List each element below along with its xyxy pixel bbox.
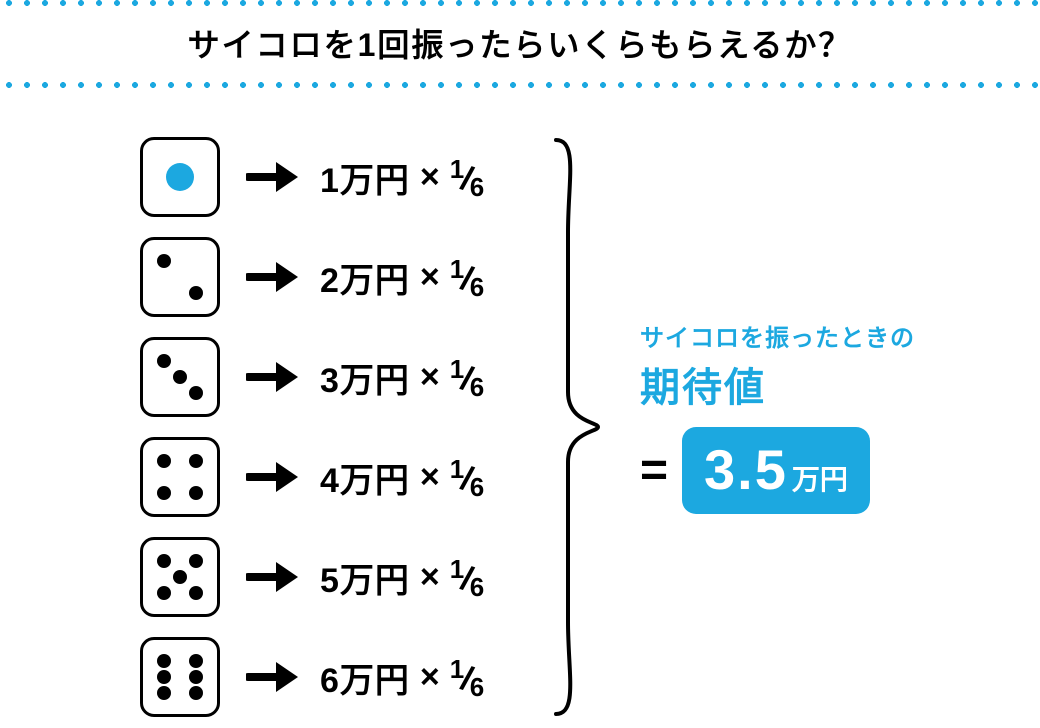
arrow-right-icon [246, 260, 298, 294]
fraction-denominator: 6 [470, 172, 484, 203]
fraction-denominator: 6 [470, 572, 484, 603]
equals-sign: = [640, 443, 668, 498]
pip [157, 554, 171, 568]
curly-brace [548, 132, 608, 722]
fraction-denominator: 6 [470, 272, 484, 303]
multiply-symbol: × [420, 258, 440, 297]
fraction-denominator: 6 [470, 472, 484, 503]
arrow-right-icon [246, 560, 298, 594]
dice-rows: 1万円×1/62万円×1/63万円×1/64万円×1/65万円×1/66万円×1… [140, 128, 484, 728]
amount-label: 5万円 [320, 553, 410, 602]
fraction-denominator: 6 [470, 672, 484, 703]
dice-row: 1万円 × 1/6 [140, 128, 484, 226]
multiply-symbol: × [420, 558, 440, 597]
title-block: サイコロを1回振ったらいくらもらえるか？ [0, 6, 1040, 82]
result-unit: 万円 [792, 458, 848, 498]
pip [157, 686, 171, 700]
dice-row: 4万円 × 1/6 [140, 428, 484, 526]
result-label: 期待値 [640, 355, 915, 413]
fraction: 1/6 [450, 658, 484, 697]
fraction: 1/6 [450, 358, 484, 397]
die-face-6 [140, 637, 220, 717]
result-block: サイコロを振ったときの 期待値 = 3.5 万円 [640, 318, 915, 514]
arrow-right-icon [246, 160, 298, 194]
pip [189, 554, 203, 568]
die-face-2 [140, 237, 220, 317]
pip [157, 670, 171, 684]
amount-label: 4万円 [320, 453, 410, 502]
pip [189, 386, 203, 400]
multiply-symbol: × [420, 158, 440, 197]
die-face-1 [140, 137, 220, 217]
expression: 2万円 × 1/6 [320, 253, 484, 302]
pip [189, 454, 203, 468]
pip [157, 586, 171, 600]
pip [189, 654, 203, 668]
pip [189, 486, 203, 500]
multiply-symbol: × [420, 458, 440, 497]
multiply-symbol: × [420, 658, 440, 697]
die-face-4 [140, 437, 220, 517]
expression: 3万円 × 1/6 [320, 353, 484, 402]
die-face-5 [140, 537, 220, 617]
fraction: 1/6 [450, 158, 484, 197]
fraction: 1/6 [450, 458, 484, 497]
page-title: サイコロを1回振ったらいくらもらえるか？ [0, 20, 1040, 66]
pip [157, 254, 171, 268]
amount-label: 1万円 [320, 153, 410, 202]
result-caption: サイコロを振ったときの [640, 318, 915, 353]
pip [166, 163, 194, 191]
amount-label: 6万円 [320, 653, 410, 702]
dice-row: 5万円 × 1/6 [140, 528, 484, 626]
arrow-right-icon [246, 460, 298, 494]
pip [157, 454, 171, 468]
expression: 5万円 × 1/6 [320, 553, 484, 602]
dice-row: 2万円 × 1/6 [140, 228, 484, 326]
result-value: 3.5 [704, 437, 788, 502]
dice-row: 6万円 × 1/6 [140, 628, 484, 726]
die-face-3 [140, 337, 220, 417]
arrow-right-icon [246, 360, 298, 394]
expression: 4万円 × 1/6 [320, 453, 484, 502]
pip [189, 670, 203, 684]
expression: 6万円 × 1/6 [320, 653, 484, 702]
pip [157, 354, 171, 368]
fraction: 1/6 [450, 258, 484, 297]
arrow-right-icon [246, 660, 298, 694]
pip [189, 586, 203, 600]
pip [189, 286, 203, 300]
result-equation-row: = 3.5 万円 [640, 427, 915, 514]
pip [189, 686, 203, 700]
pip [173, 570, 187, 584]
amount-label: 3万円 [320, 353, 410, 402]
fraction: 1/6 [450, 558, 484, 597]
fraction-denominator: 6 [470, 372, 484, 403]
content-area: 1万円×1/62万円×1/63万円×1/64万円×1/65万円×1/66万円×1… [0, 88, 1040, 112]
pip [173, 370, 187, 384]
dice-row: 3万円 × 1/6 [140, 328, 484, 426]
pip [157, 486, 171, 500]
result-badge: 3.5 万円 [682, 427, 870, 514]
amount-label: 2万円 [320, 253, 410, 302]
multiply-symbol: × [420, 358, 440, 397]
expression: 1万円 × 1/6 [320, 153, 484, 202]
pip [157, 654, 171, 668]
